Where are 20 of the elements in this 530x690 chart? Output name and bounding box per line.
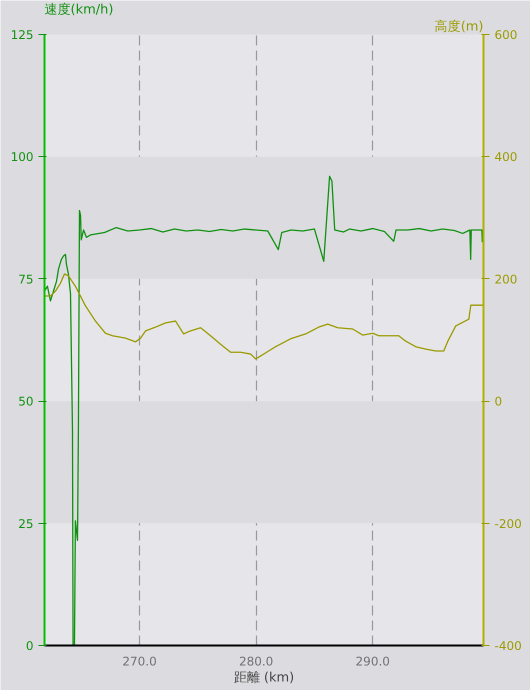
line-series — [44, 273, 484, 360]
y2-tick-label: -200 — [494, 516, 522, 531]
y2-tick-label: -400 — [494, 639, 522, 653]
y2-tick-label: 400 — [494, 150, 518, 164]
line-series — [44, 176, 483, 646]
y-tick-label: 125 — [10, 28, 34, 42]
x-tick-label: 290.0 — [356, 654, 390, 668]
y-axis-title: 速度(km/h) — [44, 2, 114, 18]
y-tick-label: 50 — [18, 394, 34, 409]
y2-tick-label: 200 — [494, 272, 518, 286]
x-tick-label: 270.0 — [122, 654, 157, 668]
y-tick-label: 0 — [26, 639, 34, 653]
y2-tick-label: 0 — [494, 394, 502, 409]
y2-tick-label: 600 — [494, 28, 518, 42]
y-tick-label: 75 — [18, 272, 34, 286]
y-tick-label: 100 — [10, 150, 34, 164]
x-axis-title: 距離 (km) — [234, 670, 294, 686]
y2-axis-title: 高度(m) — [434, 18, 484, 34]
x-tick-label: 280.0 — [238, 654, 274, 668]
y-tick-label: 25 — [18, 516, 34, 531]
